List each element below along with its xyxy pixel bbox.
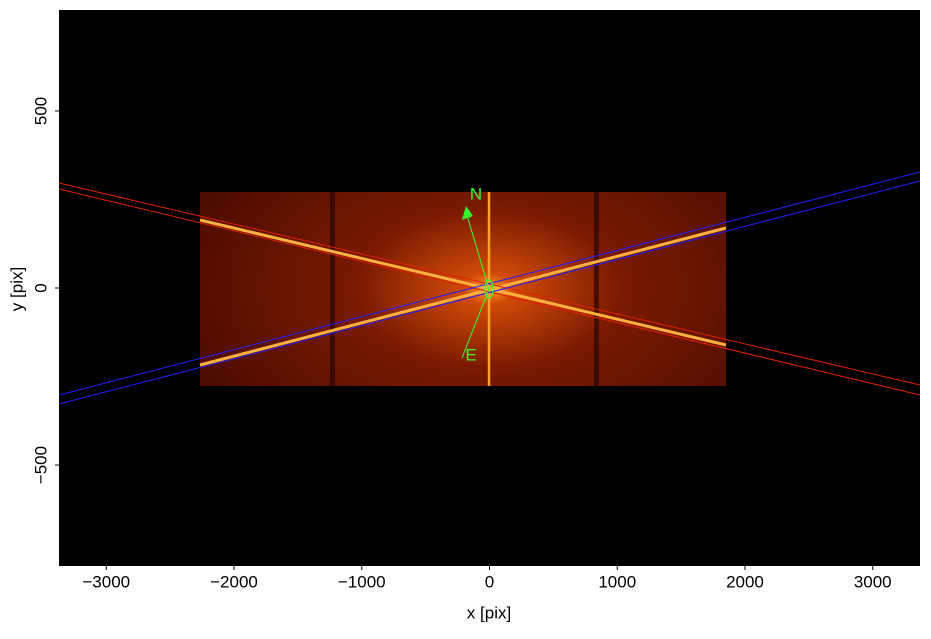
- chip-gap: [330, 192, 335, 386]
- north-arrow: [465, 211, 490, 290]
- source-ellipse: [484, 279, 494, 299]
- x-tick-label: 0: [485, 572, 494, 591]
- x-axis-label: x [pix]: [467, 603, 511, 622]
- x-tick-label: 2000: [726, 572, 764, 591]
- x-tick-label: −1000: [338, 572, 386, 591]
- y-axis-label: y [pix]: [7, 267, 26, 311]
- y-tick-label: 500: [31, 97, 50, 125]
- spectral-trace: [199, 226, 727, 367]
- east-arrow: [461, 288, 490, 359]
- x-tick-label: −3000: [82, 572, 130, 591]
- y-tick-label: −500: [31, 446, 50, 484]
- detector-region: [200, 192, 726, 386]
- region-line: [58, 180, 921, 405]
- x-tick-label: −2000: [210, 572, 258, 591]
- north-arrowhead: [462, 206, 473, 220]
- y-tick-label: 0: [31, 283, 50, 292]
- annotation: E: [465, 345, 476, 364]
- region-line: [58, 171, 921, 396]
- x-tick-label: 1000: [598, 572, 636, 591]
- chip-gap: [594, 192, 599, 386]
- spectral-trace: [199, 218, 727, 347]
- image: N E: [58, 10, 921, 566]
- x-tick-label: 3000: [854, 572, 892, 591]
- annotation: N: [470, 184, 482, 203]
